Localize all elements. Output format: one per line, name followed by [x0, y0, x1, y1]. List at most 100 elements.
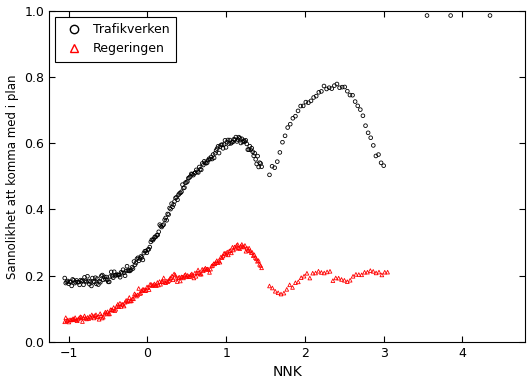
- Point: [201, 160, 209, 166]
- Point: [135, 258, 143, 264]
- Point: [337, 276, 346, 283]
- Point: [167, 275, 175, 281]
- Point: [198, 161, 207, 167]
- Point: [226, 248, 235, 254]
- Point: [109, 305, 118, 311]
- Point: [356, 107, 365, 113]
- Point: [258, 265, 266, 271]
- Point: [171, 272, 179, 278]
- Point: [162, 278, 171, 284]
- Point: [159, 221, 168, 228]
- Point: [175, 191, 184, 197]
- Point: [131, 262, 139, 268]
- Point: [323, 269, 331, 275]
- Point: [210, 261, 219, 267]
- Point: [184, 274, 193, 280]
- Point: [372, 153, 380, 159]
- Point: [294, 279, 303, 285]
- Point: [84, 315, 93, 321]
- Point: [93, 314, 101, 320]
- Point: [150, 236, 158, 242]
- Point: [179, 275, 188, 281]
- Point: [74, 279, 83, 285]
- Point: [66, 317, 74, 323]
- Point: [294, 108, 302, 114]
- Point: [208, 263, 216, 269]
- Point: [84, 278, 93, 284]
- Point: [106, 273, 115, 280]
- Point: [302, 99, 310, 105]
- Point: [119, 301, 127, 308]
- Point: [76, 277, 85, 283]
- Point: [185, 174, 194, 181]
- Point: [227, 140, 235, 146]
- Point: [246, 248, 254, 254]
- Point: [116, 274, 124, 280]
- X-axis label: NNK: NNK: [272, 365, 302, 380]
- Point: [143, 284, 151, 290]
- Point: [222, 251, 230, 258]
- Point: [63, 279, 71, 285]
- Point: [381, 269, 389, 275]
- Point: [241, 243, 249, 249]
- Point: [167, 201, 176, 207]
- Point: [79, 315, 88, 321]
- Point: [378, 272, 386, 278]
- Point: [73, 279, 82, 285]
- Point: [97, 313, 106, 319]
- Point: [188, 171, 196, 177]
- Point: [121, 299, 130, 305]
- Point: [65, 279, 74, 285]
- Point: [136, 253, 145, 259]
- Point: [90, 279, 99, 285]
- Point: [150, 281, 159, 287]
- Point: [128, 264, 136, 270]
- Point: [335, 275, 343, 281]
- Point: [247, 249, 255, 256]
- Point: [141, 288, 149, 294]
- Point: [123, 298, 132, 305]
- Point: [225, 248, 234, 254]
- Point: [284, 124, 292, 131]
- Point: [108, 307, 117, 313]
- Point: [291, 280, 299, 286]
- Point: [62, 315, 70, 321]
- Point: [143, 250, 151, 256]
- Point: [268, 163, 276, 169]
- Point: [97, 273, 106, 279]
- Point: [78, 318, 87, 325]
- Point: [363, 269, 372, 275]
- Point: [87, 314, 95, 320]
- Point: [205, 269, 214, 275]
- Point: [174, 192, 183, 198]
- Point: [248, 249, 256, 256]
- Point: [291, 113, 299, 119]
- Point: [67, 283, 76, 289]
- Point: [234, 241, 242, 248]
- Point: [107, 269, 115, 275]
- Point: [147, 281, 156, 288]
- Point: [187, 171, 195, 177]
- Point: [125, 268, 133, 274]
- Point: [243, 245, 251, 251]
- Point: [176, 190, 185, 196]
- Point: [131, 292, 140, 298]
- Point: [124, 267, 132, 273]
- Point: [239, 137, 248, 144]
- Point: [182, 179, 191, 186]
- Point: [83, 273, 92, 280]
- Point: [383, 269, 392, 275]
- Point: [423, 12, 431, 18]
- Point: [204, 266, 213, 273]
- Point: [234, 137, 242, 143]
- Point: [212, 147, 220, 154]
- Point: [114, 272, 123, 278]
- Point: [82, 279, 91, 285]
- Point: [88, 312, 96, 318]
- Point: [92, 311, 100, 318]
- Point: [141, 248, 149, 254]
- Point: [155, 229, 163, 235]
- Point: [158, 223, 167, 229]
- Point: [181, 271, 190, 278]
- Point: [153, 232, 162, 238]
